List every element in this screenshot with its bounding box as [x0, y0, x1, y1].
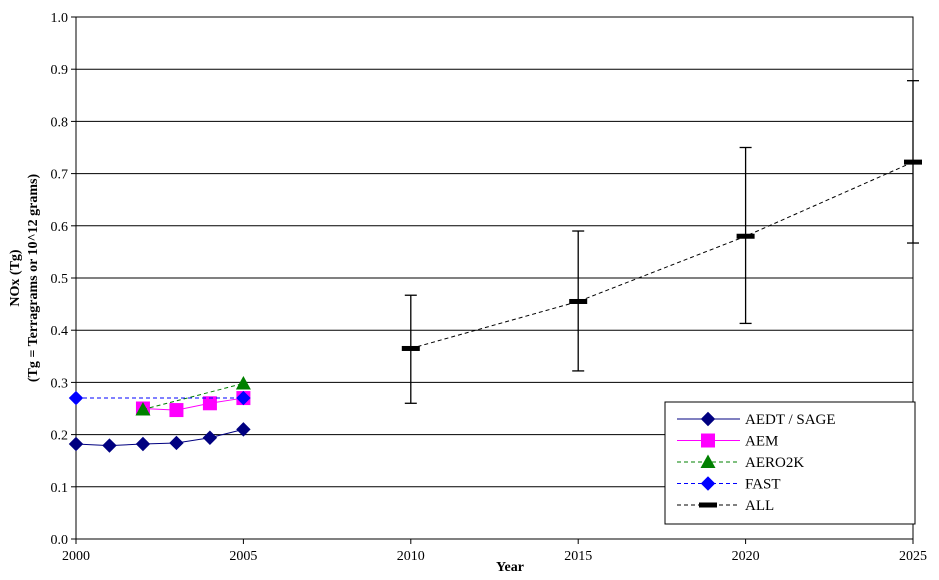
series-line-aero2k — [142, 382, 244, 411]
x-tick-label: 2000 — [62, 549, 90, 564]
series-aero2k — [135, 375, 251, 416]
data-point-aedt-sage — [202, 430, 218, 445]
x-tick-label: 2010 — [397, 549, 425, 564]
x-tick-label: 2025 — [899, 549, 927, 564]
legend-item-aem: AEM — [677, 433, 778, 450]
legend-label: FAST — [745, 477, 781, 493]
legend-label: AEM — [745, 434, 778, 450]
legend-marker-aedt-sage — [700, 411, 716, 427]
series-line-all — [410, 161, 914, 349]
data-point-fast — [236, 390, 251, 406]
y-tick-label: 0.0 — [51, 533, 69, 548]
y-tick-label: 1.0 — [51, 11, 69, 26]
data-point-aedt-sage — [68, 436, 84, 452]
series-line-aem — [142, 397, 244, 411]
data-point-aedt-sage — [135, 436, 151, 452]
legend-item-aedt-sage: AEDT / SAGE — [677, 411, 836, 428]
legend-item-fast: FAST — [677, 476, 781, 493]
data-point-aem — [202, 396, 217, 411]
data-point-aedt-sage — [102, 438, 117, 453]
data-point-fast — [68, 390, 84, 406]
x-tick-label: 2005 — [229, 549, 257, 564]
y-tick-label: 0.7 — [51, 168, 69, 183]
series-aedt-sage — [68, 422, 251, 453]
x-tick-label: 2015 — [564, 549, 592, 564]
legend-label: AERO2K — [745, 455, 804, 471]
data-point-aero2k — [235, 375, 251, 390]
y-tick-label: 0.9 — [51, 63, 69, 78]
legend-marker-all — [699, 502, 717, 508]
y-tick-label: 0.2 — [51, 429, 69, 444]
x-axis-title: Year — [496, 560, 524, 575]
data-point-aedt-sage — [169, 435, 184, 451]
y-tick-label: 0.8 — [51, 115, 69, 130]
series-fast — [68, 390, 251, 406]
legend-item-all: ALL — [677, 498, 774, 514]
series-all — [401, 80, 922, 404]
y-tick-label: 0.4 — [51, 324, 69, 339]
legend-marker-aero2k — [700, 454, 716, 468]
legend-label: ALL — [745, 498, 774, 514]
legend-marker-fast — [700, 476, 716, 491]
data-point-all — [401, 345, 420, 351]
data-point-aero2k — [135, 402, 151, 416]
legend-marker-aem — [701, 433, 715, 448]
data-point-aedt-sage — [236, 422, 251, 437]
y-tick-label: 0.1 — [51, 481, 69, 496]
legend-label: AEDT / SAGE — [745, 412, 836, 428]
legend: AEDT / SAGE AEM AERO2K FAST ALL — [664, 401, 916, 525]
y-tick-label: 0.6 — [51, 220, 69, 235]
data-point-all — [904, 159, 922, 165]
y-tick-label: 0.5 — [51, 272, 69, 287]
data-point-all — [736, 233, 755, 239]
y-axis-title: NOx (Tg) — [8, 249, 23, 307]
y-tick-label: 0.3 — [51, 376, 69, 391]
data-point-aem — [169, 403, 184, 418]
x-tick-label: 2020 — [732, 549, 760, 564]
y-axis-subtitle: (Tg = Terragrams or 10^12 grams) — [26, 174, 41, 383]
series-aem — [135, 391, 251, 418]
legend-item-aero2k: AERO2K — [677, 454, 804, 471]
data-point-all — [569, 298, 588, 304]
series-line-aedt-sage — [75, 428, 244, 447]
